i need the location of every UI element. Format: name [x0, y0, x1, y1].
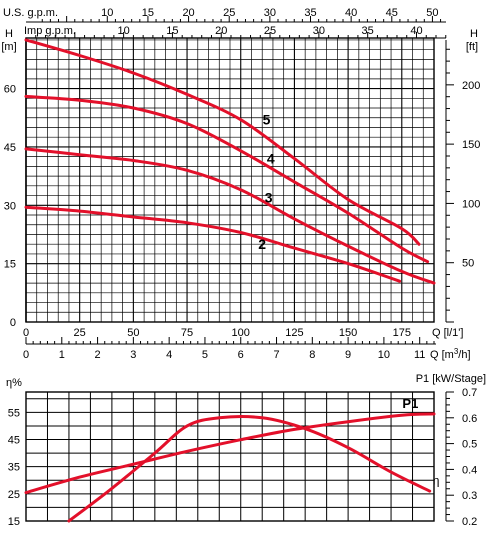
m3h-tick-label: 11: [414, 349, 425, 361]
m3h-tick-label: 10: [378, 349, 390, 361]
eta-tick-label: 15: [8, 516, 20, 528]
m3h-tick-label: 7: [273, 349, 279, 361]
m3h-tick-label: 4: [166, 349, 172, 361]
impgpm-tick-label: 25: [264, 25, 276, 37]
curve-label-5: 5: [263, 112, 271, 128]
p1-tick-label: 0.5: [462, 439, 477, 451]
usgpm-tick-label: 20: [182, 7, 194, 19]
usgpm-tick-label: 35: [304, 7, 316, 19]
usgpm-tick-label: 15: [142, 7, 154, 19]
ls-axis-label: Q [l/1']: [432, 327, 463, 339]
eta-tick-label: 45: [8, 435, 20, 447]
usgpm-tick-label: 25: [223, 7, 235, 19]
ft-tick-label: 100: [462, 198, 480, 210]
impgpm-tick-label: 20: [215, 25, 227, 37]
m-tick-label: 0: [10, 317, 16, 329]
ls-tick-label: 100: [232, 327, 250, 339]
m3h-tick-label: 6: [238, 349, 244, 361]
m-tick-label: 60: [4, 84, 16, 96]
m-tick-label: 15: [4, 259, 16, 271]
impgpm-tick-label: 15: [166, 25, 178, 37]
h-left-label: H: [5, 28, 13, 40]
ft-tick-label: 200: [462, 80, 480, 92]
eta-tick-label: 25: [8, 489, 20, 501]
m-unit-label: [m]: [1, 41, 16, 53]
p1-tick-label: 0.7: [462, 387, 477, 399]
curve-label-3: 3: [265, 190, 273, 206]
ls-tick-label: 125: [285, 327, 303, 339]
m3h-tick-label: 0: [23, 349, 29, 361]
p1-tick-label: 0.3: [462, 490, 477, 502]
ls-tick-label: 50: [127, 327, 139, 339]
m3h-tick-label: 9: [345, 349, 351, 361]
labels: 10 15 20 25 30 35 40 45 50U.S. g.p.m.10 15 20 25 30 3…: [1, 7, 486, 528]
curve-label-2: 2: [258, 236, 266, 252]
m3h-tick-label: 3: [130, 349, 136, 361]
p1-curve-label: P1: [402, 396, 418, 411]
m3h-tick-label: 5: [202, 349, 208, 361]
m3h-tick-label: 2: [95, 349, 101, 361]
impgpm-tick-label: 30: [313, 25, 325, 37]
usgpm-tick-label: 10: [101, 7, 113, 19]
impgpm-tick-label: 10: [117, 25, 129, 37]
ft-tick-label: 50: [462, 258, 474, 270]
head-curve-3: [24, 147, 436, 285]
ls-tick-label: 25: [74, 327, 86, 339]
ls-tick-label: 75: [181, 327, 193, 339]
m3h-axis-label: Q [m3/h]: [430, 347, 471, 361]
eta-tick-label: 55: [8, 407, 20, 419]
head-curve-5: [24, 38, 421, 246]
ft-tick-label: 150: [462, 139, 480, 151]
usgpm-tick-label: 40: [345, 7, 357, 19]
ls-tick-label: 150: [339, 327, 357, 339]
head-curve-4: [24, 94, 430, 264]
usgpm-axis-label: U.S. g.p.m.: [3, 7, 58, 19]
m3h-tick-label: 8: [309, 349, 315, 361]
impgpm-axis-label: Imp g.p.m.: [24, 25, 76, 37]
curves: [24, 38, 436, 523]
usgpm-tick-label: 50: [426, 7, 438, 19]
axes: [25, 16, 454, 522]
m-tick-label: 45: [4, 142, 16, 154]
plot-frame-bottom: [25, 391, 435, 522]
p1-axis-label: P1 [kW/Stage]: [416, 373, 486, 385]
eta-tick-label: 35: [8, 462, 20, 474]
eta-curve: [67, 415, 432, 523]
m-tick-label: 30: [4, 200, 16, 212]
ls-tick-label: 0: [23, 327, 29, 339]
impgpm-tick-label: 40: [410, 25, 422, 37]
grid-lines: [25, 38, 435, 522]
ft-unit-label: [ft]: [466, 41, 478, 53]
eta-axis-label: η%: [6, 377, 22, 389]
curve-label-4: 4: [267, 151, 275, 167]
usgpm-tick-label: 45: [386, 7, 398, 19]
ls-tick-label: 175: [393, 327, 411, 339]
eta-curve-label: η: [433, 473, 440, 487]
head-curve-2: [24, 205, 402, 283]
h-right-label: H: [470, 28, 478, 40]
p1-tick-label: 0.6: [462, 413, 477, 425]
p1-tick-label: 0.4: [462, 464, 477, 476]
impgpm-tick-label: 35: [362, 25, 374, 37]
p1-curve: [24, 412, 436, 495]
p1-tick-label: 0.2: [462, 516, 477, 528]
usgpm-tick-label: 30: [264, 7, 276, 19]
m3h-tick-label: 1: [59, 349, 65, 361]
